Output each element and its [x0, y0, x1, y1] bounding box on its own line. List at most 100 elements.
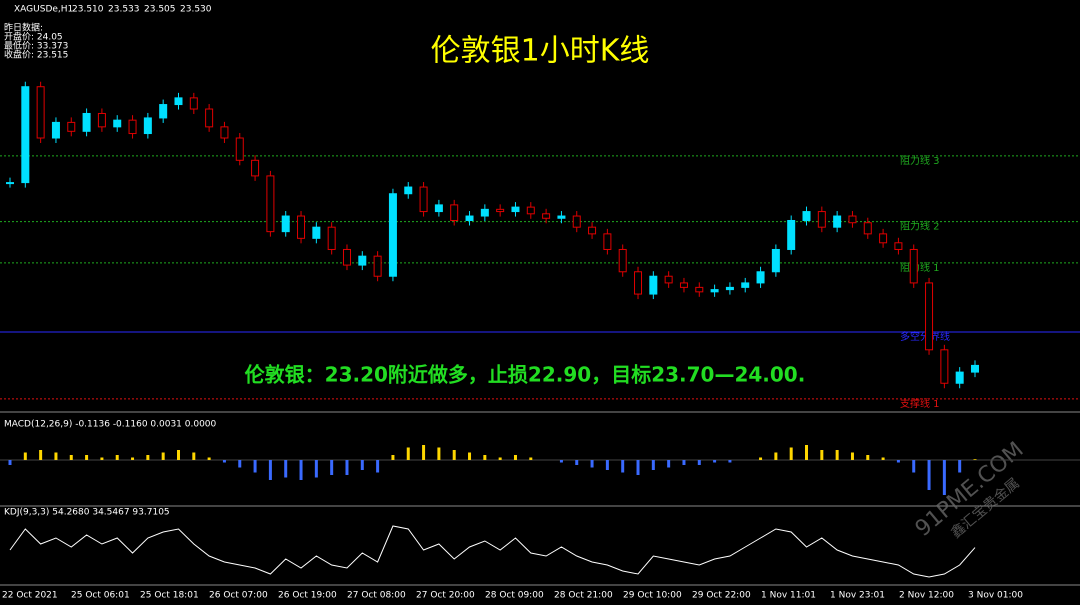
macd-header: MACD(12,26,9) -0.1136 -0.1160 0.0031 0.0…: [4, 420, 217, 430]
candle-body: [634, 271, 643, 295]
quote-value: 23.533: [108, 5, 140, 15]
candle-body: [281, 215, 290, 233]
candle-body: [251, 159, 260, 177]
x-tick-label: 26 Oct 07:00: [209, 591, 268, 601]
quote-value: 23.530: [180, 5, 212, 15]
candle-body: [695, 286, 704, 293]
x-tick-label: 25 Oct 18:01: [140, 591, 199, 601]
candle-body: [971, 364, 979, 373]
kdj-header: KDJ(9,3,3) 54.2680 34.5467 93.7105: [4, 508, 170, 518]
candle-body: [220, 126, 229, 139]
candle-body: [128, 119, 137, 135]
candle-body: [925, 282, 934, 351]
candle-body: [511, 206, 520, 213]
candle-body: [419, 186, 428, 213]
candle-body: [465, 215, 474, 221]
level-label: 多空分界线: [900, 330, 950, 343]
candle-body: [603, 233, 612, 250]
level-label: 阻力线 2: [900, 220, 940, 233]
candle-body: [725, 286, 734, 291]
candle-body: [297, 215, 306, 239]
candle-body: [434, 204, 443, 213]
level-label: 支撑线 1: [900, 397, 940, 410]
x-tick-label: 27 Oct 20:00: [416, 591, 475, 601]
candle-body: [909, 248, 918, 284]
candle-body: [36, 86, 45, 139]
info-line: 收盘价: 23.515: [4, 49, 68, 61]
candle-body: [679, 282, 688, 288]
candle-body: [863, 222, 872, 235]
candle-body: [879, 233, 888, 244]
candle-body: [848, 215, 857, 224]
x-tick-label: 22 Oct 2021: [2, 591, 58, 601]
x-tick-label: 3 Nov 01:00: [968, 591, 1023, 601]
candle-body: [802, 211, 811, 221]
candle-body: [771, 248, 780, 273]
info-line: 开盘价: 24.05: [4, 31, 63, 43]
candle-body: [664, 275, 673, 284]
x-tick-label: 28 Oct 09:00: [485, 591, 544, 601]
candle-body: [480, 208, 489, 217]
x-tick-label: 2 Nov 12:00: [899, 591, 954, 601]
x-tick-label: 27 Oct 08:00: [347, 591, 406, 601]
x-tick-label: 25 Oct 06:01: [71, 591, 130, 601]
candle-body: [817, 211, 826, 228]
annotation: 伦敦银：23.20附近做多，止损22.90，目标23.70—24.00.: [245, 363, 806, 387]
info-line: 昨日数据:: [4, 22, 43, 34]
chart-title: 伦敦银1小时K线: [431, 34, 650, 69]
candle-body: [588, 226, 597, 235]
candle-body: [955, 371, 964, 384]
candle-body: [450, 204, 459, 221]
candle-body: [342, 248, 351, 266]
symbol: XAGUSDe,H1: [14, 5, 73, 15]
candle-body: [205, 108, 214, 128]
candle-body: [235, 137, 244, 161]
candle-body: [618, 248, 627, 273]
candle-body: [6, 182, 14, 185]
candle-body: [833, 215, 842, 228]
candle-body: [940, 349, 949, 384]
candle-body: [97, 112, 106, 128]
candle-body: [557, 215, 566, 219]
level-label: 阻力线 1: [900, 261, 940, 274]
candle-body: [710, 289, 719, 293]
candle-body: [526, 206, 535, 215]
candle-body: [542, 213, 551, 219]
candle-body: [159, 104, 168, 119]
candle-body: [143, 117, 152, 135]
candle-body: [67, 121, 76, 132]
x-tick-label: 29 Oct 22:00: [692, 591, 751, 601]
candle-body: [373, 255, 382, 277]
candle-body: [388, 193, 397, 277]
candle-body: [496, 208, 505, 213]
candle-body: [404, 186, 413, 195]
quote-value: 23.505: [144, 5, 176, 15]
x-tick-label: 29 Oct 10:00: [623, 591, 682, 601]
info-line: 最低价: 33.373: [4, 40, 68, 52]
candle-body: [756, 271, 765, 284]
candle-body: [174, 97, 183, 106]
candle-body: [358, 255, 367, 266]
candle-body: [741, 282, 750, 288]
candle-body: [894, 242, 903, 250]
kdj-k-line: [9, 525, 976, 578]
candle-body: [787, 219, 796, 250]
candle-body: [649, 275, 658, 295]
candle-body: [327, 226, 336, 250]
candle-body: [266, 175, 275, 233]
x-tick-label: 1 Nov 11:01: [761, 591, 816, 601]
x-tick-label: 1 Nov 23:01: [830, 591, 885, 601]
quote-value: 23.510: [72, 5, 104, 15]
candle-body: [82, 112, 91, 132]
x-tick-label: 28 Oct 21:00: [554, 591, 613, 601]
candle-body: [113, 119, 122, 128]
x-tick-label: 26 Oct 19:00: [278, 591, 337, 601]
level-label: 阻力线 3: [900, 154, 940, 167]
candle-body: [189, 97, 198, 110]
candle-body: [21, 86, 30, 184]
candle-body: [51, 121, 60, 139]
candle-body: [312, 226, 321, 239]
candle-body: [572, 215, 581, 228]
